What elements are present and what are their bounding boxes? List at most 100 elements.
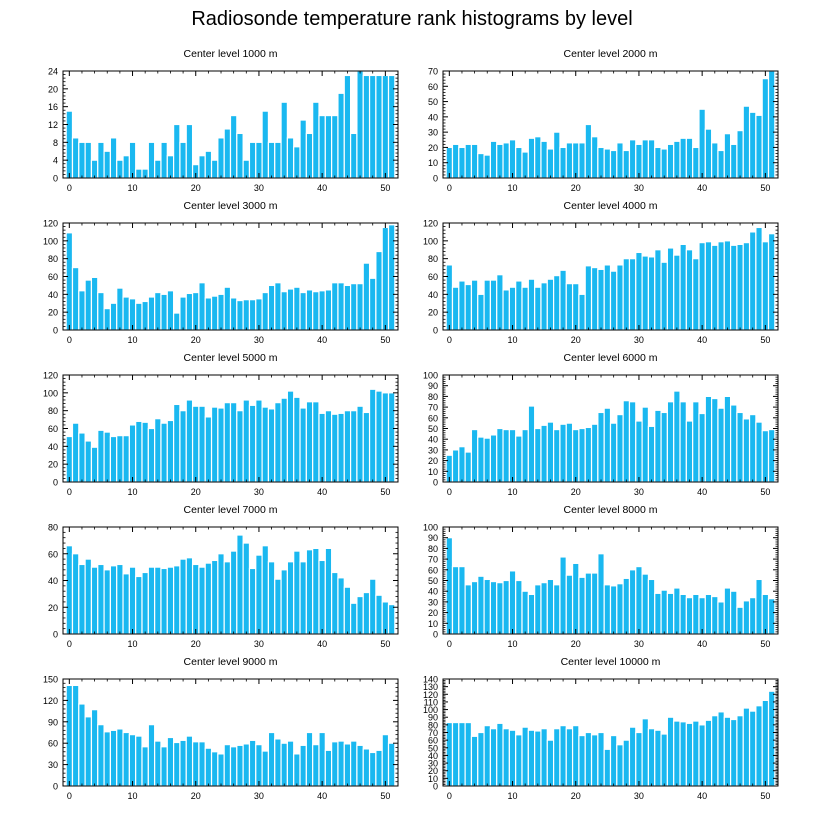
- panel-2-bar-44: [723, 133, 732, 179]
- panel-1-ytick-label-3: 12: [48, 120, 58, 130]
- panel-10-bar-8: [496, 722, 504, 787]
- panel-10-bar-11: [515, 734, 523, 787]
- panel-9-bar-47: [362, 748, 371, 787]
- panel-3-bar-38: [305, 289, 314, 331]
- panel-4-xtick-label-4: 40: [697, 335, 707, 345]
- panel-6-bar-34: [660, 411, 668, 483]
- panel-5-xtick-label-1: 10: [128, 487, 138, 497]
- panel-7-bar-1: [71, 553, 80, 635]
- panel-2-bar-20: [571, 142, 580, 179]
- panel-9-xtick-label-1: 10: [128, 791, 138, 801]
- panel-2-bar-49: [755, 114, 763, 179]
- panel-7-xtick-label-4: 40: [317, 639, 327, 649]
- panel-7-xtick-label-3: 30: [254, 639, 264, 649]
- panel-6-xtick-label-0: 0: [447, 487, 452, 497]
- panel-5-bar-21: [198, 405, 206, 483]
- panel-8-bar-8: [496, 582, 504, 635]
- panel-2-bar-19: [565, 142, 574, 179]
- panel-5-bar-30: [255, 399, 263, 483]
- panel-7-bar-12: [141, 571, 149, 635]
- panel-2-bar-14: [534, 136, 542, 179]
- panel-2-ytick-label-4: 40: [428, 112, 438, 122]
- panel-9-ytick-label-1: 30: [48, 760, 58, 770]
- panel-7-bar-0: [65, 545, 74, 635]
- panel-3-bar-12: [141, 300, 149, 331]
- panel-3-bar-49: [375, 250, 383, 331]
- panel-9-bar-35: [286, 740, 295, 787]
- panel-5-bar-37: [299, 407, 307, 483]
- panel-8-ytick-label-5: 50: [428, 576, 438, 586]
- panel-9-bar-6: [103, 731, 112, 787]
- panel-8-bar-0: [445, 537, 454, 635]
- panel-3-bar-43: [337, 282, 345, 331]
- panel-8-bar-28: [622, 577, 631, 635]
- panel-6-bar-43: [717, 407, 725, 483]
- panel-3-title: Center level 3000 m: [184, 200, 278, 212]
- panel-10-ytick-label-3: 30: [428, 759, 438, 769]
- panel-10-ytick-label-4: 40: [428, 751, 438, 761]
- panel-1-bar-39: [312, 101, 320, 179]
- panel-6-ytick-label-8: 80: [428, 392, 438, 402]
- panel-5-bar-18: [179, 410, 187, 483]
- panel-2-bar-43: [717, 149, 725, 179]
- panel-5-ytick-label-3: 60: [48, 424, 58, 434]
- panel-4-bar-42: [711, 244, 719, 331]
- panel-1-bar-23: [210, 159, 219, 179]
- panel-3-bar-6: [103, 308, 112, 331]
- panel-4-bar-16: [546, 278, 555, 331]
- panel-10-ytick-label-1: 10: [428, 774, 438, 784]
- panel-2-xtick-label-3: 30: [634, 183, 644, 193]
- panel-9-bar-49: [375, 749, 383, 787]
- panel-8-xtick-label-5: 50: [760, 639, 770, 649]
- panel-10-bar-13: [527, 729, 536, 787]
- panel-6-bar-3: [464, 451, 473, 483]
- panel-1-bar-14: [154, 159, 162, 179]
- panel-2-xtick-label-4: 40: [697, 183, 707, 193]
- panel-2-bar-33: [654, 146, 662, 179]
- panel-3-bar-19: [185, 292, 194, 331]
- panel-3-bar-13: [147, 296, 156, 331]
- panel-10-title: Center level 10000 m: [561, 656, 661, 668]
- panel-6-bar-38: [685, 420, 694, 483]
- panel-9-bar-20: [191, 741, 200, 787]
- panel-10-xtick-label-4: 40: [697, 791, 707, 801]
- panel-1-bar-7: [109, 137, 118, 179]
- panel-5-bar-16: [166, 419, 175, 483]
- panel-8-bar-7: [489, 580, 498, 635]
- panel-7-bar-29: [248, 567, 257, 635]
- panel-6-bar-46: [736, 411, 744, 483]
- panel-4-bar-11: [515, 280, 523, 331]
- panel-2-bar-18: [559, 146, 567, 179]
- panel-4-ytick-label-3: 60: [428, 272, 438, 282]
- panel-1-bar-28: [242, 159, 251, 179]
- panel-3-bar-37: [299, 291, 307, 331]
- panel-8-xtick-label-0: 0: [447, 639, 452, 649]
- panel-8-bar-17: [553, 584, 561, 635]
- panel-8-bar-23: [590, 572, 599, 635]
- panel-8-bar-18: [559, 556, 567, 635]
- panel-7-bar-48: [368, 578, 377, 635]
- panel-1-bar-4: [90, 159, 99, 179]
- panel-6-bar-49: [755, 421, 763, 483]
- panel-5-bar-15: [160, 422, 168, 483]
- panel-2-bar-6: [483, 154, 491, 179]
- panel-3-bar-20: [191, 291, 200, 331]
- panel-3-xtick-label-3: 30: [254, 335, 264, 345]
- panel-1-bar-8: [116, 159, 124, 179]
- panel-5-ytick-label-1: 20: [48, 460, 58, 470]
- panel-9-bar-24: [217, 753, 225, 787]
- panel-4-xtick-label-1: 10: [508, 335, 518, 345]
- panel-9-bar-13: [147, 724, 156, 787]
- panel-1-bar-30: [255, 141, 263, 179]
- panel-4-bar-10: [508, 286, 517, 331]
- panel-10-ytick-label-2: 20: [428, 766, 438, 776]
- panel-8-ytick-label-1: 10: [428, 619, 438, 629]
- panel-5-title: Center level 5000 m: [184, 352, 278, 364]
- panel-4-bar-43: [717, 241, 725, 331]
- panel-4-xtick-label-2: 20: [571, 335, 581, 345]
- panel-5-bar-28: [242, 399, 251, 483]
- panel-3-bar-25: [223, 286, 232, 331]
- panel-2-ytick-label-0: 0: [433, 174, 438, 184]
- panel-5-bar-42: [331, 413, 339, 483]
- panel-9-bar-48: [368, 751, 377, 787]
